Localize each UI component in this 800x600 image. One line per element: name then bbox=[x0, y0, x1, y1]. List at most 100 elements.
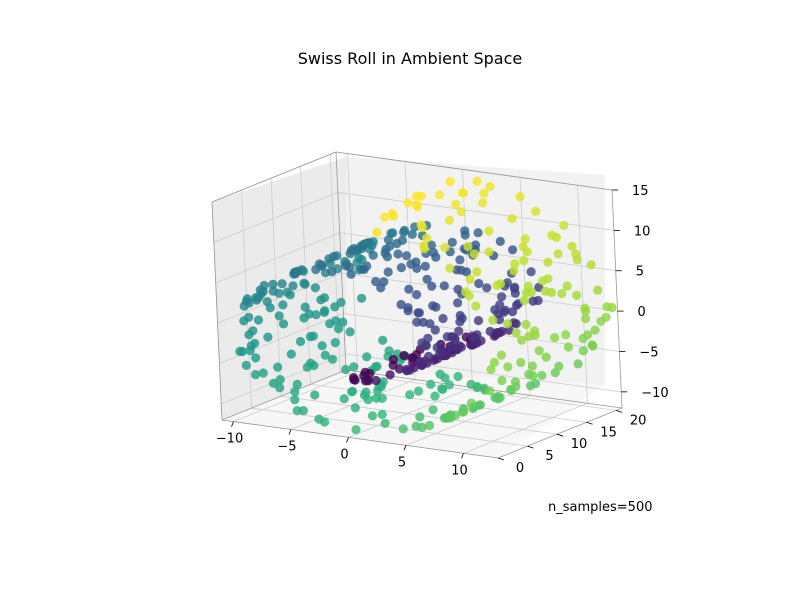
scatter-point bbox=[534, 346, 544, 356]
scatter-point bbox=[485, 386, 495, 396]
scatter-point bbox=[378, 335, 388, 345]
scatter-point bbox=[442, 332, 452, 342]
scatter-point bbox=[415, 412, 425, 422]
scatter-point bbox=[398, 424, 408, 434]
scatter-point bbox=[341, 364, 351, 375]
scatter-point bbox=[412, 263, 422, 273]
scatter-point bbox=[426, 240, 436, 250]
scatter-point bbox=[350, 375, 360, 385]
scatter-point bbox=[239, 316, 249, 326]
scatter-point bbox=[420, 261, 430, 271]
scatter-point bbox=[602, 302, 612, 312]
scatter-point bbox=[438, 313, 448, 324]
scatter-point bbox=[242, 294, 252, 304]
scatter-point bbox=[510, 259, 520, 269]
scatter-point bbox=[472, 176, 482, 186]
scatter-point bbox=[251, 353, 261, 363]
scatter-point bbox=[479, 188, 489, 198]
scatter-point bbox=[507, 214, 517, 224]
scatter-point bbox=[278, 300, 288, 310]
scatter-point bbox=[268, 279, 278, 289]
scatter-point bbox=[525, 381, 536, 391]
scatter-point bbox=[333, 324, 344, 334]
scatter-point bbox=[401, 251, 412, 261]
scatter-point bbox=[444, 380, 454, 390]
scatter-point bbox=[251, 293, 261, 303]
scatter-point bbox=[299, 313, 309, 323]
scatter-point bbox=[435, 190, 445, 200]
scatter-point bbox=[590, 325, 600, 335]
scatter-point bbox=[377, 409, 387, 419]
scatter-point bbox=[403, 198, 413, 208]
scatter-point bbox=[263, 332, 273, 342]
scatter-point bbox=[495, 236, 505, 246]
scatter-point bbox=[478, 198, 488, 208]
scatter-point bbox=[350, 403, 360, 413]
scatter-point bbox=[550, 333, 560, 343]
scatter-point bbox=[392, 238, 402, 249]
scatter-point bbox=[519, 256, 529, 266]
scatter-point bbox=[235, 346, 245, 356]
scatter-point bbox=[466, 398, 476, 408]
scatter-point bbox=[278, 319, 289, 329]
scatter-point bbox=[430, 391, 440, 401]
scatter-point bbox=[458, 188, 468, 198]
scatter-point bbox=[567, 241, 577, 251]
y-tick-label: 0 bbox=[516, 461, 524, 476]
scatter-point bbox=[422, 233, 432, 243]
scatter-point bbox=[561, 330, 571, 340]
scatter-point bbox=[578, 346, 588, 356]
scatter-point bbox=[526, 267, 536, 277]
n-samples-annotation: n_samples=500 bbox=[548, 500, 652, 515]
scatter-point bbox=[349, 362, 359, 372]
scatter-point bbox=[521, 288, 531, 298]
scatter-point bbox=[472, 382, 482, 393]
scatter-point bbox=[474, 278, 484, 289]
scatter-point bbox=[440, 373, 450, 383]
y-tick-label: 5 bbox=[545, 449, 553, 464]
scatter-point bbox=[327, 354, 338, 364]
scatter-point bbox=[290, 269, 300, 279]
scatter-point bbox=[415, 356, 425, 367]
scatter-point bbox=[357, 293, 367, 303]
scatter-point bbox=[456, 207, 466, 217]
scatter-point bbox=[510, 288, 520, 298]
scatter-point bbox=[520, 234, 530, 244]
scatter-point bbox=[411, 191, 422, 201]
scatter-point bbox=[453, 298, 463, 308]
scatter-point bbox=[412, 317, 422, 327]
scatter-point bbox=[517, 335, 527, 345]
scatter-point bbox=[430, 325, 440, 335]
scatter-point bbox=[417, 222, 427, 233]
scatter-point bbox=[362, 352, 372, 362]
scatter-point bbox=[460, 230, 470, 240]
scatter-point bbox=[445, 263, 455, 273]
scatter-point bbox=[503, 362, 513, 372]
scatter-point bbox=[345, 249, 355, 259]
scatter-point bbox=[327, 267, 337, 277]
scatter-point bbox=[268, 378, 279, 388]
scatter-point bbox=[345, 327, 355, 337]
scatter-point bbox=[557, 288, 567, 299]
scatter-point bbox=[460, 287, 471, 297]
scatter-point bbox=[527, 361, 538, 371]
scatter-point bbox=[399, 350, 409, 361]
scatter-point bbox=[453, 284, 463, 294]
scatter-point bbox=[424, 351, 434, 361]
scatter-point bbox=[347, 387, 357, 397]
scatter-point bbox=[484, 247, 494, 257]
scatter-point bbox=[580, 303, 590, 313]
scatter-point bbox=[473, 228, 483, 238]
scatter-point bbox=[275, 375, 285, 385]
scatter-point bbox=[412, 290, 422, 300]
scatter-point bbox=[325, 319, 335, 329]
x-tick-label: 10 bbox=[451, 463, 468, 478]
scatter-point bbox=[516, 357, 526, 368]
scatter-point bbox=[273, 362, 283, 372]
scatter-point bbox=[489, 357, 499, 368]
axis-ticks: −10 −5 0 5 10 0 5 10 15 20 −10 −5 0 5 10 15 bbox=[216, 184, 669, 478]
scatter-point bbox=[497, 292, 507, 302]
scatter-point bbox=[510, 377, 520, 387]
scatter-point bbox=[360, 376, 370, 386]
scatter-point bbox=[274, 311, 284, 321]
